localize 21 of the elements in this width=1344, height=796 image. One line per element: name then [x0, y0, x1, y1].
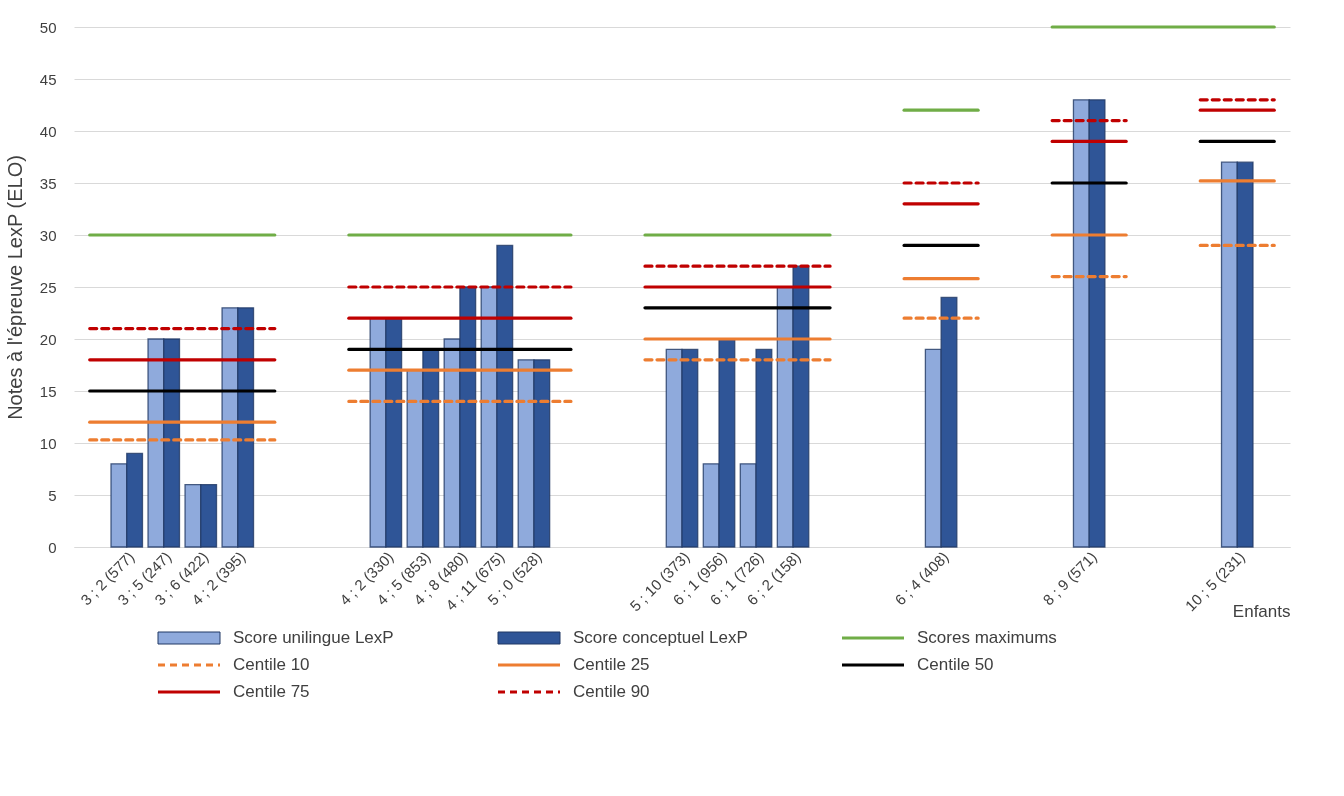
y-tick-label: 10: [39, 434, 57, 452]
y-tick-label: 50: [39, 18, 57, 36]
y-tick-label: 40: [39, 122, 57, 140]
legend-label: Score conceptuel LexP: [573, 628, 748, 647]
y-tick-label: 35: [39, 174, 57, 192]
y-tick-label: 30: [39, 226, 57, 244]
y-tick-label: 45: [39, 70, 57, 88]
y-tick-label: 5: [48, 486, 57, 504]
x-axis-title: Enfants: [1232, 602, 1291, 622]
legend-label: Centile 25: [573, 655, 650, 674]
y-axis-title: Notes à l'épreuve LexP (ELO): [3, 155, 26, 420]
legend-label: Centile 75: [233, 682, 310, 701]
legend-label: Centile 90: [573, 682, 650, 701]
y-tick-label: 20: [39, 330, 57, 348]
y-tick-label: 0: [48, 538, 57, 556]
y-tick-label: 15: [39, 382, 57, 400]
legend-label: Score unilingue LexP: [233, 628, 394, 647]
legend-label: Centile 50: [917, 655, 994, 674]
y-tick-label: 25: [39, 278, 57, 296]
legend-label: Centile 10: [233, 655, 310, 674]
legend-label: Scores maximums: [917, 628, 1057, 647]
